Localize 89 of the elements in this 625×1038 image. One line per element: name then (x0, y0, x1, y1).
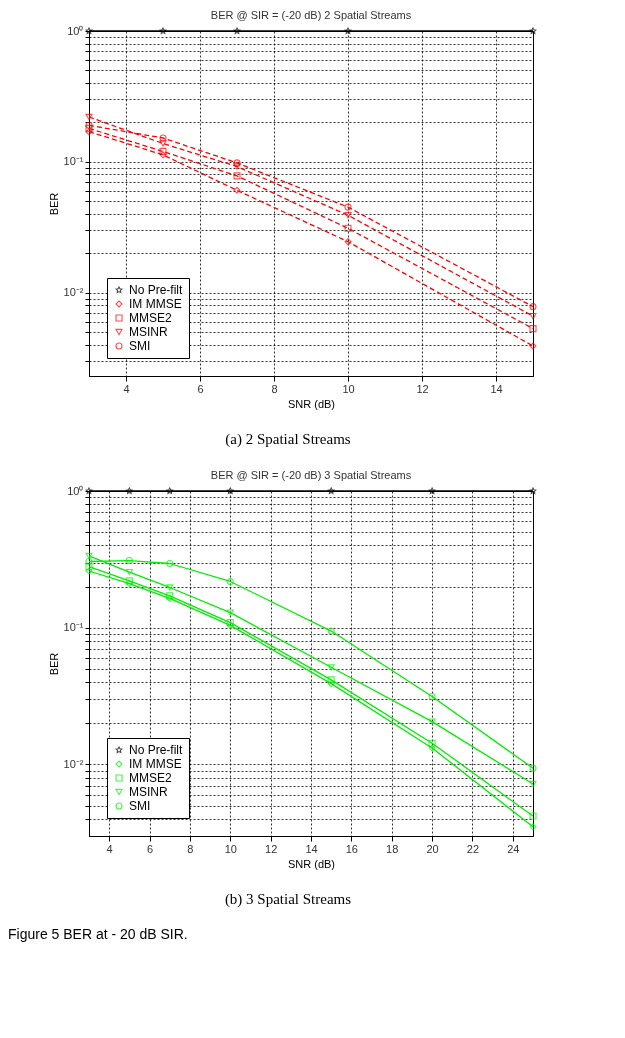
point (85, 563, 93, 571)
point (125, 557, 133, 565)
x-tick-label: 6 (146, 842, 154, 855)
x-tick-label: 18 (386, 842, 399, 855)
point (327, 627, 335, 635)
point (327, 676, 335, 684)
point (226, 577, 234, 586)
x-tick-label: 10 (224, 842, 237, 855)
point (125, 487, 133, 494)
point (529, 325, 537, 333)
point (344, 238, 352, 246)
point (327, 487, 335, 494)
point (529, 812, 537, 820)
point (233, 163, 241, 170)
point (226, 487, 234, 494)
x-tick-label: 10 (342, 382, 355, 395)
legend-label: No Pre-filt (129, 743, 184, 757)
point (529, 312, 537, 320)
text: (a) 2 Spatial Streams (224, 431, 352, 448)
point (428, 718, 436, 725)
point (233, 159, 241, 167)
point (85, 552, 93, 560)
legend-label: IM MMSE (129, 757, 182, 771)
point (166, 584, 174, 591)
point (344, 224, 352, 232)
point (166, 487, 174, 494)
point (159, 27, 167, 34)
x-tick-label: 8 (271, 382, 278, 395)
x-tick-label: 14 (305, 842, 318, 855)
point (166, 559, 174, 568)
legend-label: IM MMSE (129, 297, 182, 311)
legend-label: SMI (129, 799, 151, 813)
chart-title: BER @ SIR = (-20 dB) 2 Spatial Streams (210, 9, 412, 21)
x-tick-label: 14 (490, 382, 503, 395)
y-tick-label: 10⁻¹ (63, 155, 84, 168)
x-axis-title: SNR (dB) (287, 857, 336, 870)
point (428, 739, 436, 747)
x-tick-label: 8 (187, 842, 194, 855)
point (159, 140, 167, 147)
point (85, 121, 93, 129)
x-tick-label: 12 (265, 842, 278, 855)
y-axis-title: BER (47, 192, 60, 216)
legend-label: MMSE2 (129, 311, 172, 325)
point (233, 27, 241, 34)
point (226, 609, 234, 616)
legend-label: SMI (129, 339, 151, 353)
point (85, 124, 93, 132)
x-tick-label: 6 (197, 382, 204, 395)
point (159, 134, 167, 142)
point (85, 113, 93, 121)
point (233, 186, 241, 194)
legend-label: MSINR (129, 325, 168, 339)
y-tick-label: 10⁰ (67, 484, 84, 497)
y-tick-label: 10⁻¹ (63, 621, 84, 634)
text: (b) 3 Spatial Streams (223, 891, 353, 908)
point (159, 151, 167, 159)
x-tick-label: 4 (106, 842, 113, 855)
point (529, 27, 537, 34)
x-tick-label: 20 (426, 842, 439, 855)
point (344, 203, 352, 211)
point (529, 823, 537, 831)
point (428, 487, 436, 494)
y-tick-label: 10⁰ (67, 24, 84, 37)
y-axis-title: BER (47, 652, 60, 676)
legend-label: No Pre-filt (129, 283, 184, 297)
y-tick-label: 10⁻² (63, 286, 84, 299)
point (159, 147, 167, 155)
point (327, 664, 335, 671)
x-tick-label: 24 (507, 842, 520, 855)
caption: Figure 5 BER at - 20 dB SIR. (8, 926, 189, 942)
x-tick-label: 22 (466, 842, 480, 855)
point (428, 693, 436, 701)
point (344, 27, 352, 34)
chart-title: BER @ SIR = (-20 dB) 3 Spatial Streams (210, 469, 412, 481)
point (428, 744, 436, 752)
point (233, 172, 241, 180)
x-tick-label: 12 (416, 382, 429, 395)
point (344, 212, 352, 219)
x-tick-label: 16 (345, 842, 358, 855)
x-tick-label: 4 (123, 382, 130, 395)
point (529, 303, 537, 311)
point (529, 487, 537, 494)
point (529, 780, 537, 788)
x-axis-title: SNR (dB) (287, 397, 336, 410)
point (125, 569, 133, 576)
legend-label: MSINR (129, 785, 168, 799)
y-tick-label: 10⁻² (63, 758, 84, 770)
legend-label: MMSE2 (129, 771, 172, 785)
point (327, 680, 335, 688)
